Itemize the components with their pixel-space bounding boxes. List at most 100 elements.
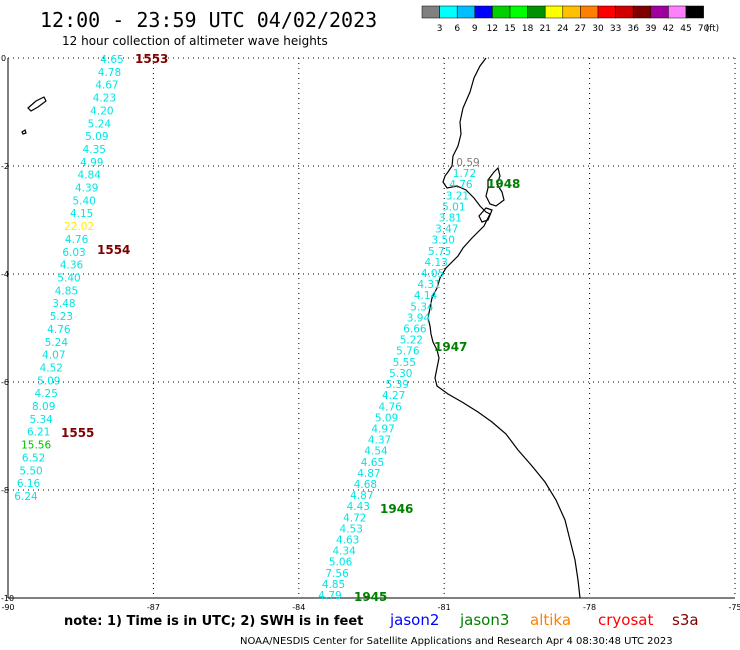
galapagos-isabela bbox=[27, 96, 47, 112]
swh-label: 8.09 bbox=[32, 401, 55, 413]
coastline-gulf-island bbox=[478, 207, 493, 223]
legend-cryosat: cryosat bbox=[598, 611, 653, 629]
colorbar-swatch bbox=[474, 5, 493, 19]
pass-time-label: 1555 bbox=[61, 426, 94, 440]
lon-tick-label: -78 bbox=[583, 603, 596, 612]
pass-time-label: 1945 bbox=[354, 590, 387, 604]
swh-label: 6.21 bbox=[27, 427, 50, 439]
colorbar-label: 24 bbox=[557, 24, 569, 34]
colorbar-label: 9 bbox=[472, 24, 478, 34]
legend-note: note: 1) Time is in UTC; 2) SWH is in fe… bbox=[64, 614, 363, 629]
map-title: 12:00 - 23:59 UTC 04/02/2023 bbox=[40, 8, 377, 32]
swh-label: 4.13 bbox=[424, 257, 447, 269]
swh-label: 4.43 bbox=[347, 501, 370, 513]
swh-label: 5.40 bbox=[57, 273, 80, 285]
track-east: 0.591.724.763.215.013.813.473.505.754.13… bbox=[318, 157, 520, 604]
swh-label: 1.72 bbox=[453, 168, 476, 180]
swh-label: 7.56 bbox=[325, 568, 349, 580]
colorbar-label: 70 bbox=[698, 24, 710, 34]
swh-label: 4.07 bbox=[42, 350, 65, 362]
swh-label: 4.05 bbox=[421, 268, 444, 280]
lat-tick-label: -8 bbox=[1, 486, 9, 495]
lat-tick-label: 0 bbox=[1, 54, 6, 63]
swh-label: 5.24 bbox=[45, 337, 69, 349]
colorbar-swatch bbox=[668, 5, 687, 19]
swh-label: 4.78 bbox=[98, 67, 121, 79]
swh-label: 5.39 bbox=[386, 379, 409, 391]
pass-time-label: 1553 bbox=[135, 52, 168, 66]
colorbar-swatch bbox=[527, 5, 546, 19]
swh-label: 4.87 bbox=[357, 468, 380, 480]
swh-label: 5.22 bbox=[400, 335, 423, 347]
colorbar-unit: (ft) bbox=[706, 24, 720, 34]
coastline bbox=[21, 57, 581, 599]
swh-label: 4.76 bbox=[65, 234, 89, 246]
swh-label: 4.37 bbox=[368, 435, 391, 447]
swh-label: 15.56 bbox=[21, 440, 51, 452]
colorbar-label: 42 bbox=[663, 24, 674, 34]
swh-label: 4.15 bbox=[70, 208, 93, 220]
swh-label: 4.99 bbox=[80, 157, 103, 169]
swh-label: 5.76 bbox=[396, 346, 420, 358]
colorbar-label: 15 bbox=[504, 24, 515, 34]
legend-altika: altika bbox=[530, 611, 571, 629]
swh-label: 3.47 bbox=[435, 224, 458, 236]
swh-label: 4.34 bbox=[332, 546, 356, 558]
swh-label: 4.54 bbox=[364, 446, 388, 458]
pass-time-label: 1947 bbox=[434, 340, 467, 354]
swh-label: 4.20 bbox=[90, 105, 113, 117]
swh-label: 4.52 bbox=[40, 362, 63, 374]
swh-label: 4.76 bbox=[449, 179, 473, 191]
swh-label: 4.14 bbox=[414, 290, 438, 302]
footer-credit: NOAA/NESDIS Center for Satellite Applica… bbox=[240, 636, 673, 647]
lat-lon-grid: -90 -87 -84 -81 -78 -75 0 -2 -4 -6 -8 -10 bbox=[1, 54, 740, 612]
swh-label: 5.40 bbox=[72, 195, 95, 207]
swh-label: 3.21 bbox=[446, 190, 469, 202]
swh-label: 4.23 bbox=[93, 93, 116, 105]
swh-label: 5.34 bbox=[410, 301, 434, 313]
swh-label: 6.52 bbox=[22, 452, 45, 464]
colorbar-swatch bbox=[580, 5, 599, 19]
colorbar: 3 6 9 12 15 18 21 24 27 30 33 36 39 42 45 70(ft) bbox=[421, 5, 720, 34]
swh-label: 4.65 bbox=[361, 457, 384, 469]
swh-label: 4.72 bbox=[343, 512, 366, 524]
swh-label: 4.63 bbox=[336, 534, 359, 546]
colorbar-label: 21 bbox=[539, 24, 550, 34]
swh-label: 4.85 bbox=[55, 285, 78, 297]
swh-label: 4.79 bbox=[318, 590, 341, 602]
swh-label: 0.59 bbox=[456, 157, 479, 169]
colorbar-swatch bbox=[615, 5, 634, 19]
legend-s3a: s3a bbox=[672, 611, 699, 629]
lat-tick-label: -6 bbox=[1, 378, 9, 387]
legend: note: 1) Time is in UTC; 2) SWH is in fe… bbox=[64, 611, 699, 629]
colorbar-swatch bbox=[421, 5, 440, 19]
legend-jason2: jason2 bbox=[389, 611, 439, 629]
swh-label: 4.84 bbox=[78, 170, 102, 182]
lon-tick-label: -84 bbox=[292, 603, 305, 612]
coastline-inlet bbox=[485, 166, 505, 207]
lat-tick-label: -4 bbox=[1, 270, 9, 279]
swh-label: 4.97 bbox=[371, 423, 394, 435]
colorbar-swatch bbox=[439, 5, 458, 19]
swh-label: 5.09 bbox=[375, 412, 398, 424]
swh-label: 5.30 bbox=[389, 368, 412, 380]
swh-label: 5.55 bbox=[393, 357, 416, 369]
colorbar-swatch bbox=[685, 5, 704, 19]
colorbar-label: 33 bbox=[610, 24, 621, 34]
swh-label: 5.09 bbox=[85, 131, 108, 143]
colorbar-label: 39 bbox=[645, 24, 657, 34]
swh-label: 5.75 bbox=[428, 246, 451, 258]
colorbar-label: 18 bbox=[522, 24, 534, 34]
swh-label: 5.23 bbox=[50, 311, 73, 323]
colorbar-label: 6 bbox=[454, 24, 460, 34]
colorbar-label: 12 bbox=[487, 24, 498, 34]
coastline-mainland bbox=[427, 57, 581, 599]
swh-label: 4.87 bbox=[350, 490, 373, 502]
track-west: 4.654.784.674.234.205.245.094.354.994.84… bbox=[14, 52, 168, 503]
swh-label: 4.25 bbox=[35, 388, 58, 400]
swh-label: 3.50 bbox=[432, 235, 455, 247]
swh-label: 6.66 bbox=[403, 324, 427, 336]
swh-label: 3.94 bbox=[407, 312, 431, 324]
colorbar-swatch bbox=[597, 5, 616, 19]
swh-label: 4.65 bbox=[100, 54, 123, 66]
